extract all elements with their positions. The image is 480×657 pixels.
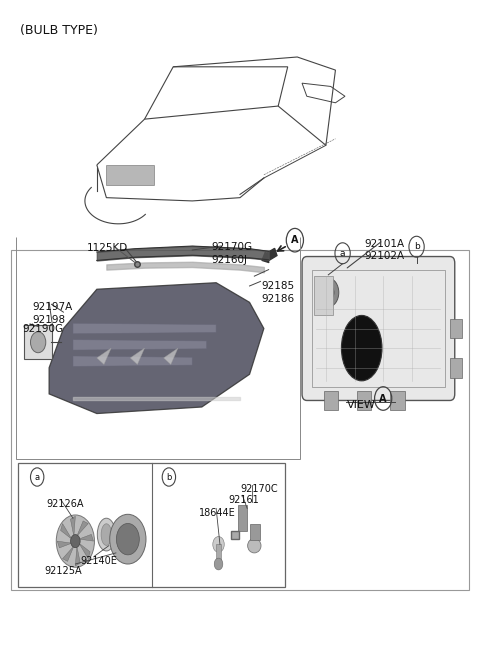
Text: 92140E: 92140E (80, 556, 117, 566)
Bar (390, 391, 405, 410)
Polygon shape (97, 348, 111, 365)
Ellipse shape (248, 539, 261, 553)
Polygon shape (130, 348, 144, 365)
Polygon shape (73, 323, 216, 334)
Circle shape (71, 535, 80, 548)
Text: 92190G: 92190G (23, 324, 64, 334)
FancyBboxPatch shape (314, 276, 333, 315)
Circle shape (318, 278, 339, 307)
Polygon shape (73, 356, 192, 367)
Text: 92170G
92160J: 92170G 92160J (211, 242, 252, 265)
Bar (250, 524, 260, 541)
Text: 92170C: 92170C (240, 484, 277, 493)
Text: 92185
92186: 92185 92186 (262, 281, 295, 304)
Bar (107, 165, 154, 185)
Circle shape (31, 332, 46, 353)
Bar (18, 463, 285, 587)
Circle shape (110, 514, 146, 564)
FancyArrow shape (262, 248, 277, 263)
Text: 92126A: 92126A (47, 499, 84, 509)
Bar (450, 358, 462, 378)
Polygon shape (238, 505, 247, 532)
Polygon shape (62, 546, 74, 561)
Text: a: a (340, 249, 345, 258)
Polygon shape (79, 534, 94, 541)
Text: (BULB TYPE): (BULB TYPE) (21, 24, 98, 37)
Bar (450, 319, 462, 338)
Text: A: A (291, 235, 299, 245)
FancyBboxPatch shape (11, 250, 469, 590)
Bar (216, 545, 221, 560)
Text: 92125A: 92125A (45, 566, 82, 576)
Text: 92161: 92161 (228, 495, 259, 505)
Text: b: b (414, 242, 420, 251)
Polygon shape (57, 541, 72, 548)
Polygon shape (79, 543, 90, 558)
Text: 1125KD: 1125KD (87, 244, 129, 254)
FancyBboxPatch shape (24, 325, 52, 359)
Circle shape (323, 284, 334, 300)
Ellipse shape (97, 518, 116, 551)
Circle shape (116, 524, 139, 555)
Circle shape (56, 515, 95, 567)
Text: 92101A
92102A: 92101A 92102A (364, 239, 404, 261)
Ellipse shape (101, 524, 112, 545)
Polygon shape (164, 348, 178, 365)
Polygon shape (75, 546, 80, 566)
Polygon shape (49, 283, 264, 413)
Text: b: b (166, 472, 171, 482)
Text: VIEW: VIEW (348, 401, 376, 411)
Polygon shape (73, 340, 206, 350)
Polygon shape (71, 516, 75, 536)
Circle shape (214, 558, 223, 570)
Circle shape (213, 537, 224, 553)
Polygon shape (60, 524, 72, 539)
FancyBboxPatch shape (302, 256, 455, 401)
Text: A: A (379, 394, 387, 403)
Text: 92197A
92198: 92197A 92198 (33, 302, 72, 325)
Polygon shape (77, 521, 88, 536)
Bar (357, 391, 371, 410)
Text: 18644E: 18644E (199, 508, 236, 518)
Ellipse shape (341, 315, 382, 381)
Text: a: a (35, 472, 40, 482)
Bar (324, 391, 338, 410)
